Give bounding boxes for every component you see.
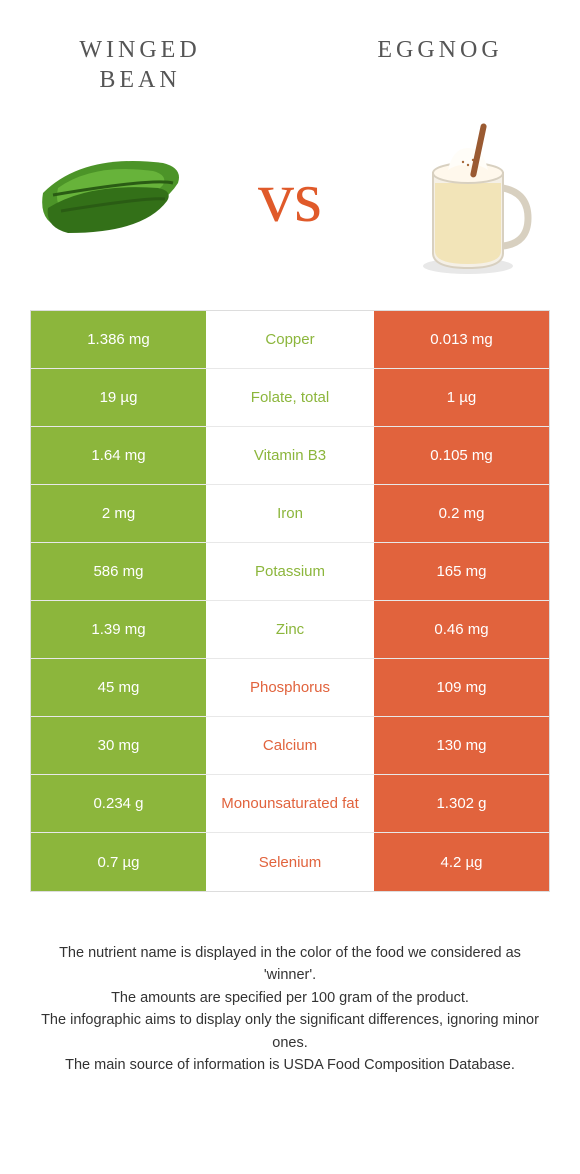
footer-notes: The nutrient name is displayed in the co…	[0, 892, 580, 1077]
table-row: 1.386 mgCopper0.013 mg	[31, 311, 549, 369]
footer-line: The nutrient name is displayed in the co…	[35, 942, 545, 987]
right-value: 0.105 mg	[374, 427, 549, 484]
footer-line: The amounts are specified per 100 gram o…	[35, 987, 545, 1009]
table-row: 2 mgIron0.2 mg	[31, 485, 549, 543]
left-value: 1.39 mg	[31, 601, 206, 658]
left-value: 1.386 mg	[31, 311, 206, 368]
nutrient-label: Calcium	[206, 717, 374, 774]
nutrient-label: Phosphorus	[206, 659, 374, 716]
nutrient-label: Iron	[206, 485, 374, 542]
right-value: 0.013 mg	[374, 311, 549, 368]
table-row: 0.7 µgSelenium4.2 µg	[31, 833, 549, 891]
left-value: 0.7 µg	[31, 833, 206, 891]
right-title: Eggnog	[340, 35, 540, 65]
right-value: 109 mg	[374, 659, 549, 716]
nutrient-label: Potassium	[206, 543, 374, 600]
table-row: 19 µgFolate, total1 µg	[31, 369, 549, 427]
left-image	[30, 115, 195, 280]
right-value: 0.46 mg	[374, 601, 549, 658]
winged-bean-icon	[33, 133, 193, 263]
footer-line: The infographic aims to display only the…	[35, 1009, 545, 1054]
table-row: 0.234 gMonounsaturated fat1.302 g	[31, 775, 549, 833]
nutrient-label: Copper	[206, 311, 374, 368]
left-value: 586 mg	[31, 543, 206, 600]
header: Winged bean Eggnog	[0, 0, 580, 105]
left-title: Winged bean	[40, 35, 240, 95]
left-value: 45 mg	[31, 659, 206, 716]
nutrient-label: Vitamin B3	[206, 427, 374, 484]
right-value: 1 µg	[374, 369, 549, 426]
left-value: 30 mg	[31, 717, 206, 774]
nutrient-label: Zinc	[206, 601, 374, 658]
nutrient-label: Selenium	[206, 833, 374, 891]
right-value: 1.302 g	[374, 775, 549, 832]
left-value: 1.64 mg	[31, 427, 206, 484]
comparison-table: 1.386 mgCopper0.013 mg19 µgFolate, total…	[30, 310, 550, 892]
left-value: 2 mg	[31, 485, 206, 542]
table-row: 1.39 mgZinc0.46 mg	[31, 601, 549, 659]
table-row: 45 mgPhosphorus109 mg	[31, 659, 549, 717]
images-row: vs	[0, 105, 580, 310]
right-value: 4.2 µg	[374, 833, 549, 891]
nutrient-label: Monounsaturated fat	[206, 775, 374, 832]
footer-line: The main source of information is USDA F…	[35, 1054, 545, 1076]
eggnog-icon	[403, 118, 533, 278]
right-image	[385, 115, 550, 280]
right-value: 165 mg	[374, 543, 549, 600]
left-value: 19 µg	[31, 369, 206, 426]
nutrient-label: Folate, total	[206, 369, 374, 426]
vs-label: vs	[258, 156, 322, 239]
table-row: 1.64 mgVitamin B30.105 mg	[31, 427, 549, 485]
left-value: 0.234 g	[31, 775, 206, 832]
right-value: 130 mg	[374, 717, 549, 774]
table-row: 30 mgCalcium130 mg	[31, 717, 549, 775]
table-row: 586 mgPotassium165 mg	[31, 543, 549, 601]
right-value: 0.2 mg	[374, 485, 549, 542]
